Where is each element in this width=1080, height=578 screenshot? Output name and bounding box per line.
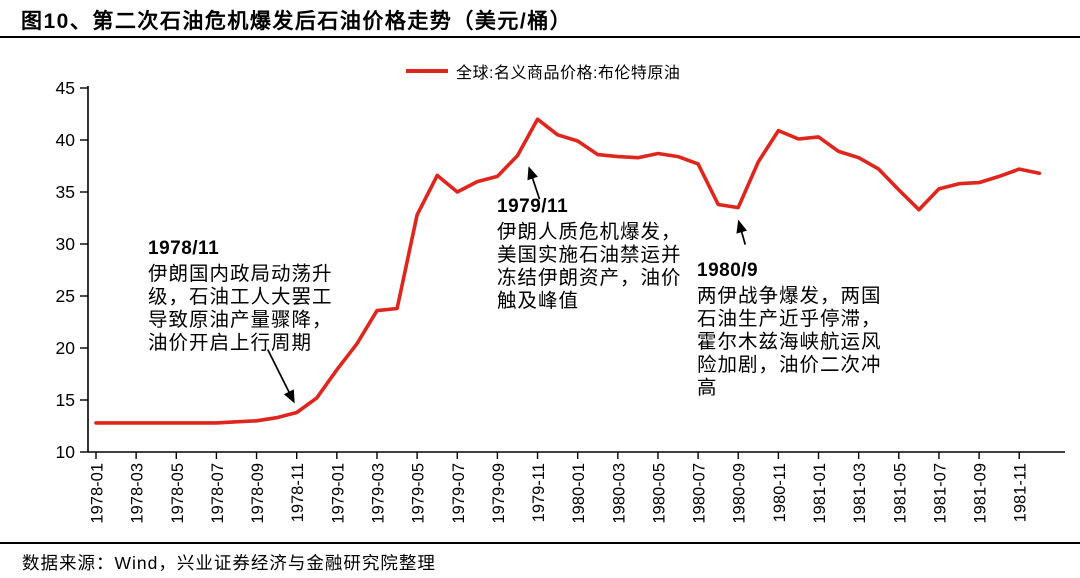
x-tick-label: 1979-01 <box>329 463 347 524</box>
figure-title: 图10、第二次石油危机爆发后石油价格走势（美元/桶） <box>21 10 573 33</box>
annotation-1979-11: 1979/11 伊朗人质危机爆发，美国实施石油禁运并冻结伊朗资产，油价触及峰值 <box>497 196 691 313</box>
annotation-date: 1978/11 <box>148 238 220 259</box>
x-tick-label: 1978-07 <box>209 463 227 524</box>
annotation-1978-11: 1978/11 伊朗国内政局动荡升级，石油工人大罢工导致原油产量骤降，油价开启上… <box>148 238 342 355</box>
x-tick-label: 1980-07 <box>691 463 709 524</box>
x-tick-label: 1978-01 <box>89 463 107 524</box>
y-tick-label: 45 <box>56 78 75 98</box>
annotation-arrow-shaft <box>530 175 541 200</box>
x-tick-label: 1979-03 <box>369 463 387 524</box>
y-tick-label: 30 <box>56 234 76 254</box>
figure-footer: 数据来源：Wind，兴业证券经济与金融研究院整理 <box>0 542 1080 575</box>
x-tick-label: 1980-03 <box>610 463 628 524</box>
y-tick-label: 40 <box>56 130 76 150</box>
x-tick-label: 1980-11 <box>771 463 789 522</box>
annotation-date: 1980/9 <box>697 260 759 281</box>
x-tick-label: 1978-11 <box>289 463 307 522</box>
x-tick-label: 1981-11 <box>1012 463 1030 522</box>
x-tick-label: 1981-05 <box>891 463 909 524</box>
x-tick-label: 1979-07 <box>450 463 468 524</box>
annotation-date: 1979/11 <box>497 196 569 217</box>
x-tick-label: 1979-09 <box>490 463 508 524</box>
chart-legend: 全球:名义商品价格:布伦特原油 <box>406 59 680 83</box>
legend-series-label: 全球:名义商品价格:布伦特原油 <box>456 65 681 82</box>
annotation-text: 两伊战争爆发，两国石油生产近乎停滞，霍尔木兹海峡航运风险加剧，油价二次冲高 <box>697 285 882 399</box>
y-tick-label: 10 <box>56 442 76 462</box>
figure-header: 图10、第二次石油危机爆发后石油价格走势（美元/桶） <box>0 0 1080 38</box>
x-tick-label: 1981-09 <box>972 463 990 524</box>
y-tick-label: 25 <box>56 286 75 306</box>
x-tick-label: 1980-09 <box>731 463 749 524</box>
annotation-1980-9: 1980/9 两伊战争爆发，两国石油生产近乎停滞，霍尔木兹海峡航运风险加剧，油价… <box>697 260 891 400</box>
legend-line-swatch <box>406 69 448 73</box>
x-tick-label: 1978-09 <box>249 463 267 524</box>
x-tick-label: 1980-05 <box>650 463 668 524</box>
annotation-text: 伊朗国内政局动荡升级，石油工人大罢工导致原油产量骤降，油价开启上行周期 <box>148 263 333 354</box>
annotation-text: 伊朗人质危机爆发，美国实施石油禁运并冻结伊朗资产，油价触及峰值 <box>497 221 682 312</box>
x-tick-label: 1978-05 <box>169 463 187 524</box>
x-tick-label: 1981-03 <box>851 463 869 524</box>
x-tick-label: 1979-05 <box>410 463 428 524</box>
x-tick-label: 1981-01 <box>811 463 829 524</box>
annotation-arrow-head <box>283 389 295 404</box>
annotation-arrow-shaft <box>266 349 291 395</box>
y-tick-label: 15 <box>56 390 75 410</box>
y-tick-label: 35 <box>56 182 75 202</box>
data-source-note: 数据来源：Wind，兴业证券经济与金融研究院整理 <box>22 553 436 573</box>
x-tick-label: 1981-07 <box>931 463 949 524</box>
annotation-arrow-head <box>736 219 748 234</box>
price-line <box>94 117 1042 425</box>
annotation-arrow-head <box>527 166 538 181</box>
x-tick-label: 1979-11 <box>530 463 548 522</box>
y-tick-label: 20 <box>56 338 76 358</box>
x-tick-label: 1980-01 <box>570 463 588 524</box>
x-tick-label: 1978-03 <box>129 463 147 524</box>
